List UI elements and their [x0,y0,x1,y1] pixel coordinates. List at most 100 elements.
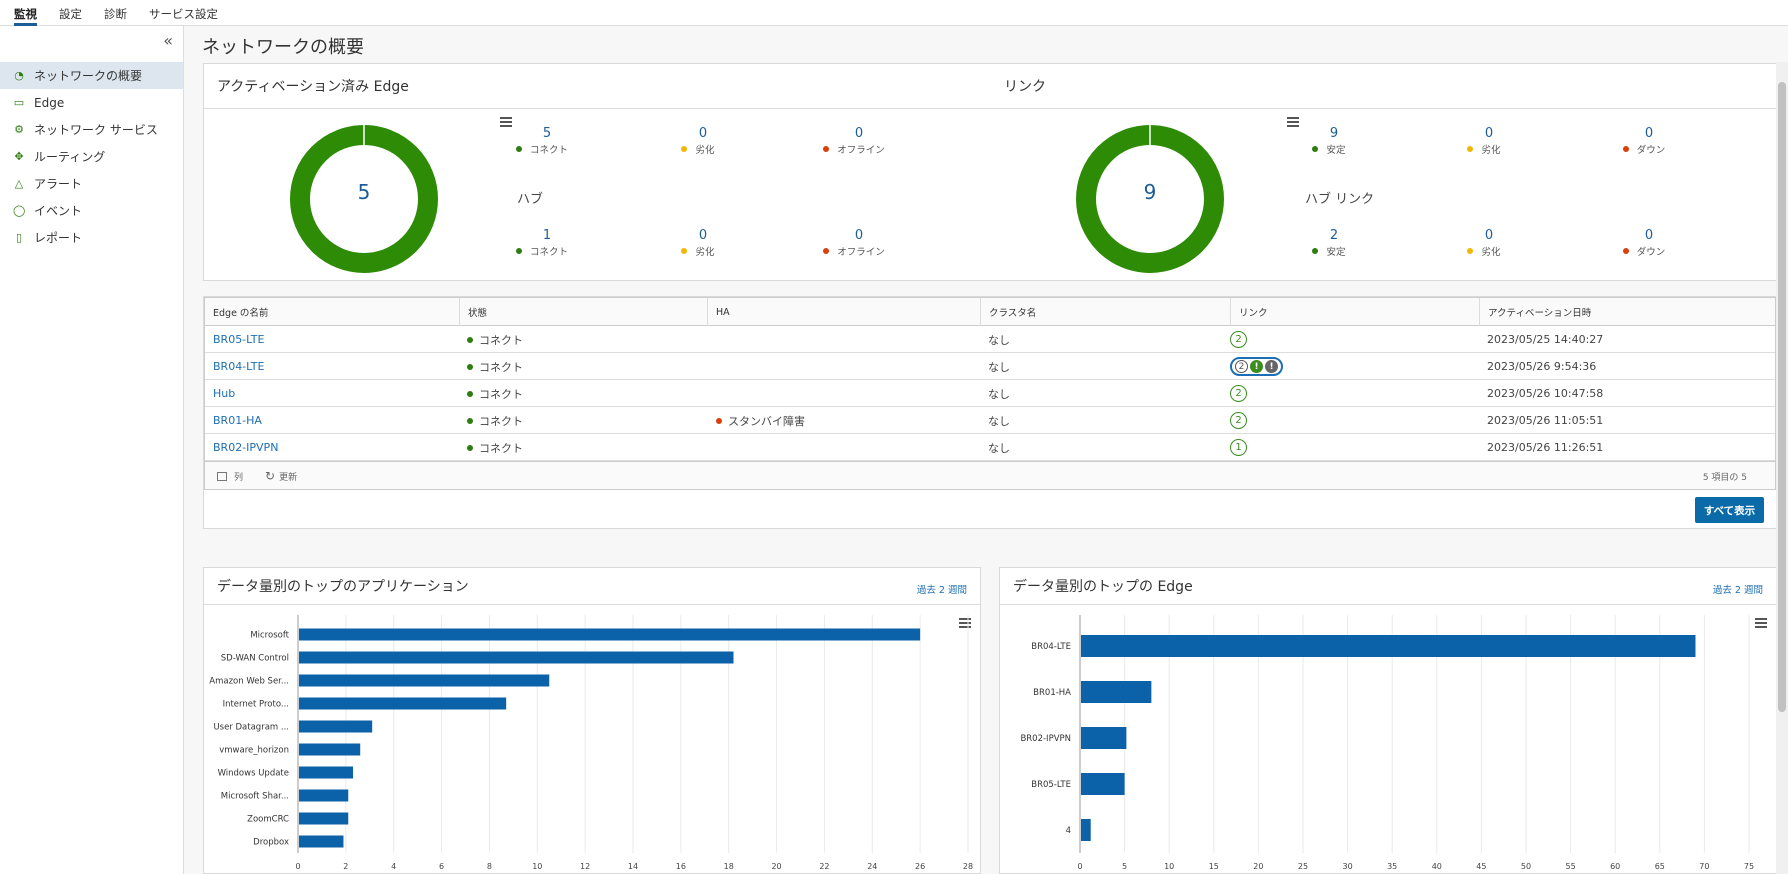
alert-icon: △ [14,176,24,190]
bar[interactable] [299,835,344,848]
table-row: BR01-HA コネクト スタンバイ障害 なし 2 2023/05/26 11:… [205,407,1775,434]
bar[interactable] [1081,727,1127,749]
category-label: BR04-LTE [1031,642,1071,652]
category-label: BR01-HA [1033,688,1071,698]
bar[interactable] [299,628,921,641]
edge-name-link[interactable]: Hub [213,387,236,400]
top-apps-card: データ量別のトップのアプリケーション 過去 2 週間 0bytes2GB4GB6… [203,567,981,874]
show-all-button[interactable]: すべて表示 [1695,497,1764,523]
status-dot [467,390,473,397]
status-dot [823,146,830,152]
link-count-badge[interactable]: 2 [1230,412,1247,429]
edge-stat-degraded[interactable]: 0 劣化 [663,126,733,156]
bar[interactable] [299,743,361,756]
bar[interactable] [1081,635,1696,657]
status-dot [1467,146,1474,152]
sidebar-item-routing[interactable]: ✥ ルーティング [0,143,183,170]
activated-cell: 2023/05/26 11:26:51 [1487,441,1604,454]
refresh-button[interactable]: ↻ 更新 [265,469,297,483]
columns-toggle[interactable]: 列 [217,470,243,483]
stat-value: 0 [1484,228,1494,243]
sidebar-item-label: ルーティング [34,150,106,164]
page-scrollbar[interactable] [1776,62,1788,874]
stat-value: 1 [542,228,552,243]
links-donut [1076,125,1224,273]
bar[interactable] [299,720,373,733]
stat-value: 9 [1329,126,1339,141]
link-status-pill[interactable]: 2 ! ! [1230,357,1283,376]
sidebar-item-edge[interactable]: ▭ Edge [0,89,183,116]
status-dot [1467,248,1474,254]
bar[interactable] [1081,773,1125,795]
sidebar-item-network-services[interactable]: ⚙ ネットワーク サービス [0,116,183,143]
x-tick-label: 5 [1122,862,1127,871]
edge-name-link[interactable]: BR05-LTE [213,333,265,346]
sidebar-item-alerts[interactable]: △ アラート [0,170,183,197]
stat-value: 0 [1644,126,1654,141]
report-icon: ▯ [15,230,23,244]
hub-stat-connected[interactable]: 1 コネクト [507,228,577,258]
edge-name-link[interactable]: BR04-LTE [213,360,265,373]
column-header-edge-name[interactable]: Edge の名前 [213,308,269,319]
tab-configure[interactable]: 設定 [59,7,82,21]
top-edges-period-link[interactable]: 過去 2 週間 [1712,585,1763,596]
column-header-cluster[interactable]: クラスタ名 [980,298,1036,326]
x-tick-label: 28 [963,862,973,871]
link-count-badge[interactable]: 2 [1230,385,1247,402]
hub-link-stat-degraded[interactable]: 0 劣化 [1449,228,1519,258]
hub-stat-degraded[interactable]: 0 劣化 [663,228,733,258]
tab-service-settings[interactable]: サービス設定 [149,7,218,21]
edges-total[interactable]: 5 [357,180,371,204]
column-header-activated[interactable]: アクティベーション日時 [1479,298,1591,326]
bar[interactable] [299,766,354,779]
link-stat-stable[interactable]: 9 安定 [1294,126,1364,156]
bar[interactable] [299,812,349,825]
top-apps-menu-icon[interactable] [959,618,971,628]
bar[interactable] [1081,819,1091,841]
top-apps-period-link[interactable]: 過去 2 週間 [916,585,967,596]
links-menu-icon[interactable] [1287,117,1299,127]
hub-link-stat-down[interactable]: 0 ダウン [1609,228,1679,258]
x-tick-label: 20 [1253,862,1263,871]
bar[interactable] [299,697,507,710]
links-summary-title: リンク [1004,79,1046,95]
cluster-cell: なし [988,333,1010,347]
x-tick-label: 45 [1476,862,1486,871]
bar[interactable] [299,651,734,664]
edges-menu-icon[interactable] [500,117,512,127]
summary-card: アクティベーション済み Edge リンク 5 5 コネクト 0 劣化 0 オフラ… [203,63,1777,281]
cluster-cell: なし [988,360,1010,374]
edge-name-link[interactable]: BR01-HA [213,414,262,427]
collapse-sidebar-icon[interactable]: « [163,31,173,50]
x-tick-label: 60 [1610,862,1620,871]
top-edges-menu-icon[interactable] [1755,618,1767,628]
sidebar-item-network-overview[interactable]: ◔ ネットワークの概要 [0,62,183,89]
services-icon: ⚙ [14,122,24,136]
links-total[interactable]: 9 [1143,180,1157,204]
hub-title: ハブ [517,192,544,207]
scrollbar-thumb[interactable] [1778,82,1786,712]
edge-name-link[interactable]: BR02-IPVPN [213,441,279,454]
column-header-ha[interactable]: HA [707,298,730,326]
sidebar-item-label: ネットワーク サービス [34,123,158,137]
tab-monitor[interactable]: 監視 [14,0,37,26]
edge-stat-connected[interactable]: 5 コネクト [507,126,577,156]
sidebar-item-events[interactable]: ◯ イベント [0,197,183,224]
link-stat-degraded[interactable]: 0 劣化 [1449,126,1519,156]
bar[interactable] [299,674,550,687]
column-header-links[interactable]: リンク [1230,298,1268,326]
bar[interactable] [1081,681,1152,703]
link-count-badge[interactable]: 2 [1230,331,1247,348]
tab-diagnostics[interactable]: 診断 [104,7,127,21]
hub-link-stat-stable[interactable]: 2 安定 [1294,228,1364,258]
link-stat-down[interactable]: 0 ダウン [1609,126,1679,156]
column-header-status[interactable]: 状態 [459,298,487,326]
category-label: BR05-LTE [1031,780,1071,790]
hub-stat-offline[interactable]: 0 オフライン [819,228,889,258]
link-count-badge[interactable]: 1 [1230,439,1247,456]
status-dot [1312,146,1319,152]
bar[interactable] [299,789,349,802]
edge-stat-offline[interactable]: 0 オフライン [819,126,889,156]
stat-label: 安定 [1326,247,1346,258]
sidebar-item-reports[interactable]: ▯ レポート [0,224,183,251]
